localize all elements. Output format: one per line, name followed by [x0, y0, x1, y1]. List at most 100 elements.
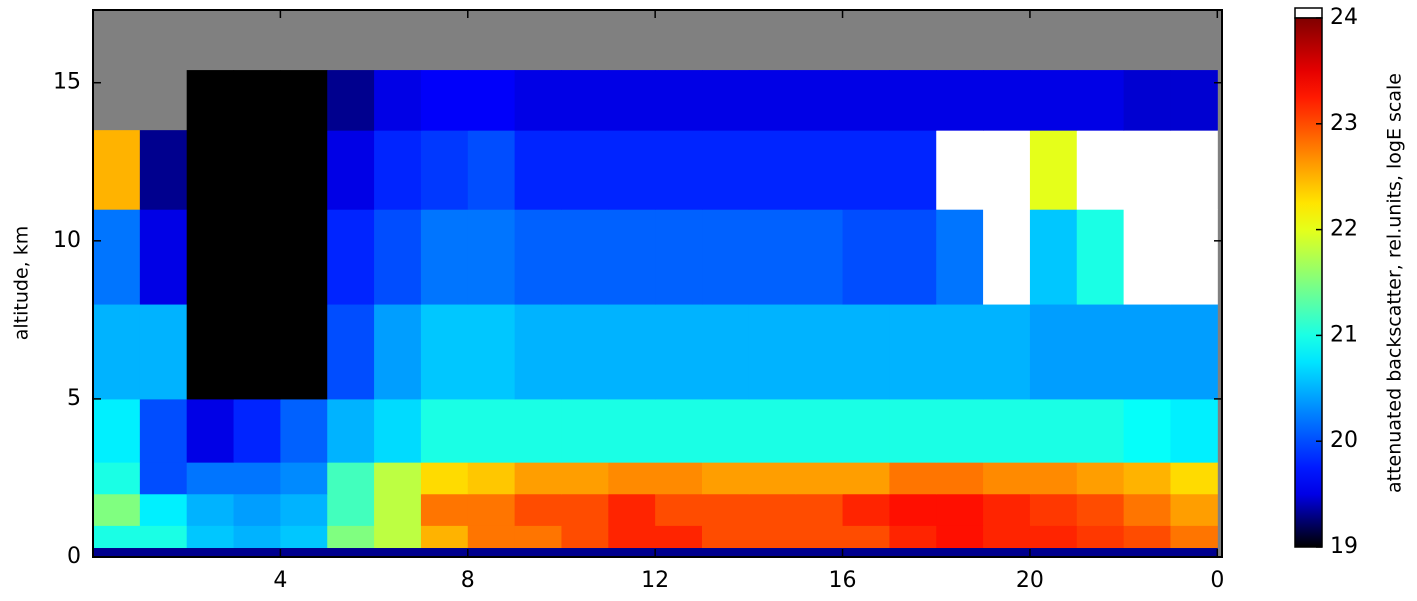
heatmap-cell — [139, 304, 188, 400]
heatmap-cell — [514, 70, 562, 131]
heatmap-cell — [1123, 493, 1171, 526]
heatmap-cell — [467, 462, 516, 495]
heatmap-cell — [1170, 547, 1218, 558]
heatmap-cell — [139, 130, 188, 210]
heatmap-cell — [608, 547, 656, 558]
heatmap-cell — [983, 493, 1031, 526]
heatmap-cell — [795, 493, 844, 526]
heatmap-cell — [139, 547, 188, 558]
heatmap-cell — [936, 70, 984, 131]
heatmap-cell — [467, 398, 516, 463]
heatmap-cell — [514, 493, 562, 526]
heatmap-cell — [1123, 209, 1171, 305]
heatmap-cell — [1029, 547, 1078, 558]
heatmap-cell — [795, 130, 844, 210]
heatmap-cell — [186, 462, 235, 495]
heatmap-cell — [1029, 462, 1078, 495]
heatmap-cell — [748, 547, 797, 558]
heatmap-cell — [233, 493, 281, 526]
heatmap-cell — [467, 209, 516, 305]
heatmap-cell — [374, 398, 422, 463]
heatmap-cell — [93, 462, 141, 495]
heatmap-cell — [1029, 304, 1078, 400]
heatmap-cell — [467, 70, 516, 131]
heatmap-cell — [93, 493, 141, 526]
heatmap-cell — [561, 304, 609, 400]
y-tick-label: 5 — [67, 386, 81, 411]
heatmap-cell — [1076, 547, 1125, 558]
heatmap-cell — [186, 398, 235, 463]
heatmap-cell — [608, 130, 656, 210]
x-tick-label: 12 — [641, 568, 669, 593]
heatmap-cell — [1170, 304, 1218, 400]
heatmap-cell — [420, 70, 469, 131]
colorbar-tick-label: 20 — [1330, 428, 1358, 453]
heatmap-cell — [139, 525, 188, 549]
heatmap-cell — [280, 304, 328, 400]
heatmap-cell — [889, 462, 937, 495]
heatmap-cell — [1076, 398, 1125, 463]
heatmap-cell — [186, 547, 235, 558]
heatmap-cell — [514, 525, 562, 549]
x-tick-label: 8 — [461, 568, 475, 593]
heatmap-cell — [327, 130, 375, 210]
heatmap-cell — [795, 547, 844, 558]
heatmap-cell — [748, 493, 797, 526]
heatmap-cell — [467, 130, 516, 210]
heatmap-cell — [186, 70, 235, 131]
heatmap-cell — [374, 462, 422, 495]
heatmap-cell — [561, 209, 609, 305]
heatmap-cell — [608, 525, 656, 549]
heatmap-cell — [1029, 130, 1078, 210]
heatmap-cell — [655, 70, 703, 131]
heatmap-cell — [374, 493, 422, 526]
heatmap-cell — [139, 493, 188, 526]
heatmap-cell — [702, 525, 750, 549]
heatmap-cell — [1123, 462, 1171, 495]
heatmap-cell — [842, 209, 890, 305]
heatmap-cell — [889, 209, 937, 305]
heatmap-cell — [1029, 493, 1078, 526]
heatmap-cell — [1076, 525, 1125, 549]
heatmap-cell — [702, 398, 750, 463]
heatmap-cell — [1076, 70, 1125, 131]
heatmap-cell — [608, 398, 656, 463]
heatmap-cell — [842, 130, 890, 210]
heatmap-cell — [795, 304, 844, 400]
colorbar-over — [1294, 7, 1323, 19]
heatmap-cell — [1123, 547, 1171, 558]
heatmap-cell — [655, 462, 703, 495]
heatmap-cell — [842, 493, 890, 526]
heatmap-cell — [280, 209, 328, 305]
heatmap-cell — [233, 525, 281, 549]
heatmap-cell — [748, 209, 797, 305]
heatmap-cell — [748, 525, 797, 549]
x-tick-label: 4 — [273, 568, 287, 593]
heatmap-cell — [514, 547, 562, 558]
heatmap-cell — [420, 547, 469, 558]
heatmap-cell — [280, 525, 328, 549]
heatmap-cell — [936, 462, 984, 495]
heatmap-cell — [983, 70, 1031, 131]
heatmap-cell — [93, 304, 141, 400]
heatmap-cell — [983, 130, 1031, 210]
colorbar-tick-label: 23 — [1330, 111, 1358, 136]
heatmap-cell — [608, 70, 656, 131]
heatmap-cell — [889, 493, 937, 526]
heatmap-cell — [748, 462, 797, 495]
heatmap-cell — [842, 547, 890, 558]
heatmap-cell — [655, 130, 703, 210]
heatmap-cell — [374, 130, 422, 210]
heatmap-cell — [561, 525, 609, 549]
heatmap-cell — [374, 209, 422, 305]
heatmap-cell — [795, 462, 844, 495]
heatmap-cell — [983, 525, 1031, 549]
heatmap-cell — [702, 547, 750, 558]
heatmap-cell — [983, 398, 1031, 463]
heatmap-cell — [420, 462, 469, 495]
heatmap-cell — [327, 209, 375, 305]
heatmap-cell — [1170, 209, 1218, 305]
heatmap-cell — [795, 525, 844, 549]
heatmap-cell — [889, 130, 937, 210]
y-axis-label: altitude, km — [11, 226, 33, 340]
